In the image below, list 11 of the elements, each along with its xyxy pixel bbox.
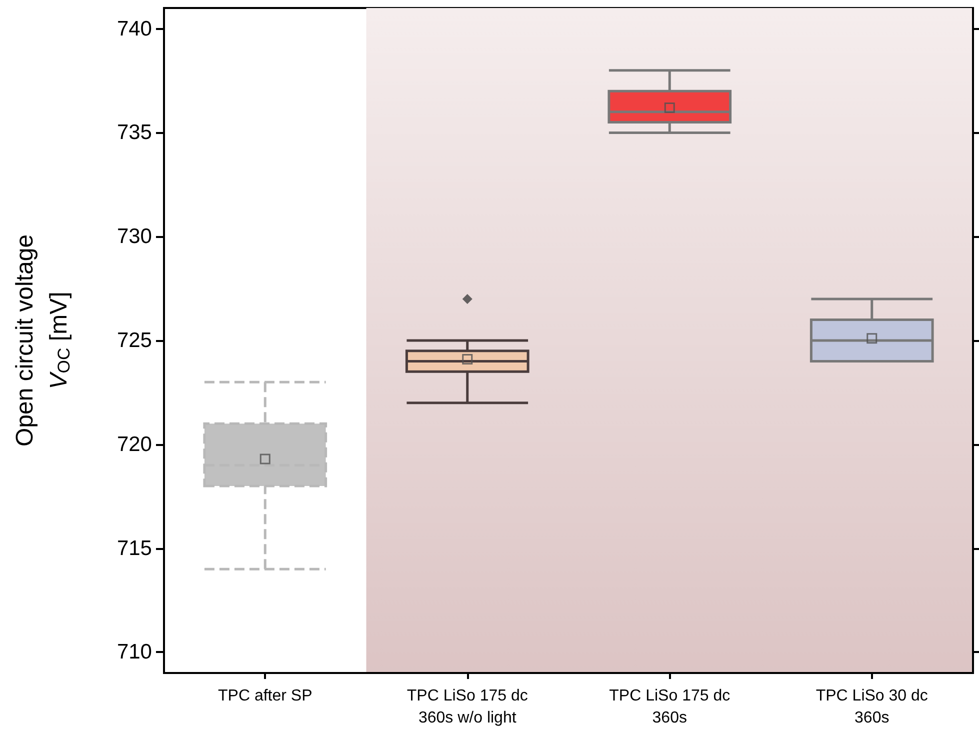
y-tick-label: 715 <box>116 536 152 560</box>
y-tick-label: 740 <box>116 17 152 40</box>
y-tick-label: 730 <box>116 225 152 248</box>
x-tick-label: TPC LiSo 175 dc 360s w/o light <box>406 688 528 726</box>
y-tick-label: 720 <box>116 432 152 456</box>
y-tick-label: 710 <box>116 640 152 664</box>
x-tick-label: TPC LiSo 175 dc 360s <box>609 688 730 726</box>
y-tick-label: 735 <box>116 121 152 144</box>
y-tick-label: 725 <box>116 329 152 352</box>
x-tick-label: TPC LiSo 30 dc 360s <box>816 688 928 726</box>
x-tick-label: TPC after SP <box>218 688 312 704</box>
